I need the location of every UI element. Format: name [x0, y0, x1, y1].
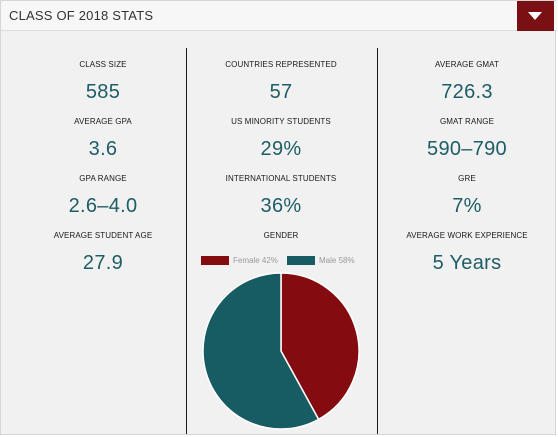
legend-male-text: Male 58%: [319, 256, 355, 265]
average-student-age-label: AVERAGE STUDENT AGE: [53, 231, 153, 240]
countries-represented-value: 57: [269, 81, 293, 103]
average-gpa-label: AVERAGE GPA: [74, 117, 132, 126]
column-divider: [186, 48, 187, 434]
class-size-value: 585: [85, 81, 121, 103]
panel-header[interactable]: CLASS OF 2018 STATS: [1, 1, 557, 31]
caret-down-icon: [528, 12, 542, 20]
gmat-range-value: 590–790: [427, 138, 507, 160]
column-divider: [377, 48, 378, 434]
us-minority-students-value: 29%: [260, 138, 302, 160]
collapse-toggle-button[interactable]: [517, 1, 554, 31]
average-work-experience-value: 5 Years: [432, 252, 502, 274]
average-gpa-value: 3.6: [88, 138, 118, 160]
average-gmat-value: 726.3: [441, 81, 493, 103]
gmat-range-label: GMAT RANGE: [439, 117, 495, 126]
class-size-label: CLASS SIZE: [79, 60, 127, 69]
countries-represented-label: COUNTRIES REPRESENTED: [225, 60, 337, 69]
female-swatch: [201, 256, 229, 265]
male-swatch: [287, 256, 315, 265]
gpa-range-value: 2.6–4.0: [68, 195, 138, 217]
pie-slice-male: [202, 272, 320, 430]
us-minority-students-label: US MINORITY STUDENTS: [231, 117, 331, 126]
gpa-range-label: GPA RANGE: [79, 174, 127, 183]
gender-label: GENDER: [263, 231, 299, 240]
average-work-experience-label: AVERAGE WORK EXPERIENCE: [406, 231, 528, 240]
gre-label: GRE: [458, 174, 476, 183]
gender-pie-chart: [202, 272, 360, 430]
international-students-label: INTERNATIONAL STUDENTS: [225, 174, 337, 183]
international-students-value: 36%: [260, 195, 302, 217]
gre-value: 7%: [452, 195, 482, 217]
pie-slice-female: [280, 272, 360, 421]
average-gmat-label: AVERAGE GMAT: [434, 60, 500, 69]
panel-title: CLASS OF 2018 STATS: [9, 8, 154, 23]
legend-female-text: Female 42%: [233, 256, 278, 265]
average-student-age-value: 27.9: [82, 252, 124, 274]
